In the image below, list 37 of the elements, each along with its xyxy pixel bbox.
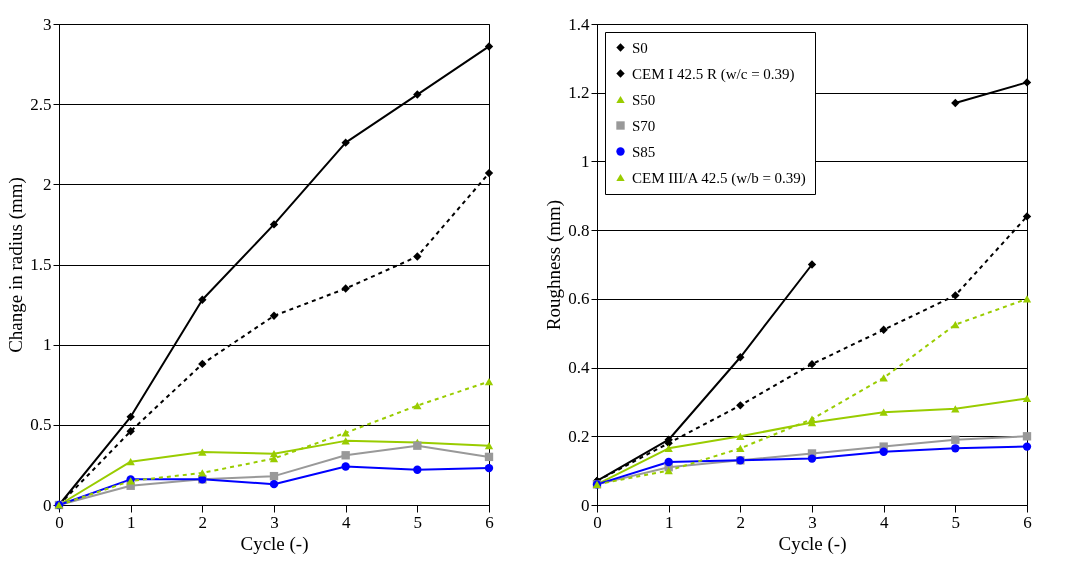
x-tick-label: 5 (413, 512, 423, 532)
x-tick-label: 2 (736, 512, 746, 532)
y-tick-label: 1 (43, 335, 52, 355)
y-tick-label: 1.4 (568, 14, 590, 34)
y-tick-label: 2 (43, 174, 52, 194)
y-tick-label: 0.6 (568, 289, 590, 309)
y-axis-title: Roughness (mm) (543, 199, 566, 331)
y-tick-label: 1 (581, 151, 590, 171)
y-tick-label: 0 (43, 495, 52, 515)
y-axis-title: Change in radius (mm) (5, 177, 28, 353)
y-tick-label: 1.2 (568, 83, 590, 103)
x-tick-label: 3 (808, 512, 817, 532)
x-tick-label: 6 (485, 512, 494, 532)
y-tick-label: 0 (581, 495, 590, 515)
x-tick-label: 2 (198, 512, 208, 532)
x-tick-label: 5 (951, 512, 961, 532)
legend-label: CEM I 42.5 R (w/c = 0.39) (632, 65, 795, 83)
legend-label: S85 (632, 143, 656, 160)
x-tick-label: 1 (126, 512, 136, 532)
y-tick-label: 3 (43, 14, 52, 34)
y-tick-label: 2.5 (30, 94, 52, 114)
legend-label: S50 (632, 91, 656, 108)
y-tick-label: 0.2 (568, 426, 590, 446)
x-tick-label: 4 (879, 512, 889, 532)
y-tick-label: 0.8 (568, 220, 590, 240)
x-tick-label: 1 (664, 512, 674, 532)
legend-label: S0 (632, 39, 648, 56)
legend-label: CEM III/A 42.5 (w/b = 0.39) (632, 169, 806, 187)
x-tick-label: 3 (270, 512, 279, 532)
x-axis-title: Cycle (-) (240, 532, 309, 555)
x-axis-title: Cycle (-) (778, 532, 847, 555)
legend-label: S70 (632, 117, 656, 134)
x-tick-label: 6 (1023, 512, 1032, 532)
y-tick-label: 0.5 (30, 415, 52, 435)
x-tick-label: 4 (341, 512, 351, 532)
y-tick-label: 1.5 (30, 255, 52, 274)
y-tick-label: 0.4 (568, 358, 590, 378)
